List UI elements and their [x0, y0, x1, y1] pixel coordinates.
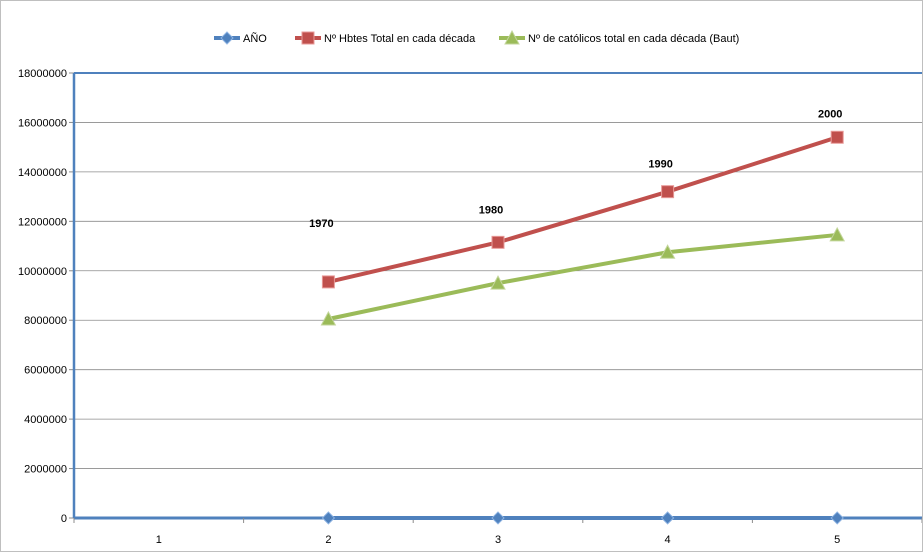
- y-tick-label-9: 18000000: [18, 68, 67, 80]
- series-0-point-3: [660, 511, 675, 525]
- legend-entry-2: Nº de católicos total en cada década (Ba…: [499, 29, 739, 45]
- y-tick-label-2: 4000000: [24, 414, 67, 426]
- y-tick-label-4: 8000000: [24, 315, 67, 327]
- legend-label-1: Nº Hbtes Total en cada década: [324, 33, 476, 45]
- series-0-point-1: [321, 511, 336, 525]
- series-lines: [320, 130, 846, 525]
- legend-marker-0: [220, 31, 234, 45]
- grid-lines: [74, 72, 922, 469]
- series-1-point-1: [321, 275, 335, 289]
- y-tick-label-1: 2000000: [24, 464, 67, 476]
- legend-label-2: Nº de católicos total en cada década (Ba…: [528, 33, 739, 45]
- x-tick-label-1: 2: [325, 534, 331, 546]
- series-2-point-4: [829, 226, 846, 242]
- legend-entry-1: Nº Hbtes Total en cada década: [295, 31, 476, 45]
- series-line-1: [327, 135, 838, 284]
- series-1-point-3: [661, 185, 675, 199]
- x-tick-label-2: 3: [495, 534, 501, 546]
- data-label-2: 1980: [479, 204, 503, 216]
- legend-label-0: AÑO: [243, 32, 267, 45]
- legend-entry-0: AÑO: [214, 31, 267, 45]
- data-label-4: 2000: [818, 108, 842, 120]
- y-tick-label-7: 14000000: [18, 167, 67, 179]
- series-2-point-2: [490, 275, 506, 290]
- axes: 0200000040000006000000800000010000000120…: [18, 68, 922, 546]
- y-tick-label-6: 12000000: [18, 216, 67, 228]
- series-2-point-1: [320, 310, 337, 326]
- legend: AÑO Nº Hbtes Total en cada década Nº de ca…: [214, 29, 739, 45]
- series-2-point-3: [659, 244, 676, 259]
- series-0-point-2: [491, 511, 505, 525]
- series-1-point-4: [830, 130, 844, 144]
- series-1-point-2: [491, 235, 505, 249]
- legend-marker-2: [504, 29, 520, 45]
- x-tick-label-4: 5: [834, 534, 840, 546]
- x-tick-label-3: 4: [665, 534, 671, 546]
- y-tick-label-3: 6000000: [24, 365, 67, 377]
- y-tick-label-0: 0: [61, 513, 67, 525]
- data-labels: 1970 1980 1990 2000: [309, 108, 842, 230]
- x-tick-label-0: 1: [156, 534, 162, 546]
- legend-marker-1: [301, 31, 315, 45]
- data-label-3: 1990: [648, 159, 672, 171]
- series-line-2: [327, 232, 838, 321]
- y-tick-label-8: 16000000: [18, 117, 67, 129]
- y-tick-label-5: 10000000: [18, 266, 67, 278]
- series-0-point-4: [830, 511, 844, 525]
- data-label-1: 1970: [309, 218, 333, 230]
